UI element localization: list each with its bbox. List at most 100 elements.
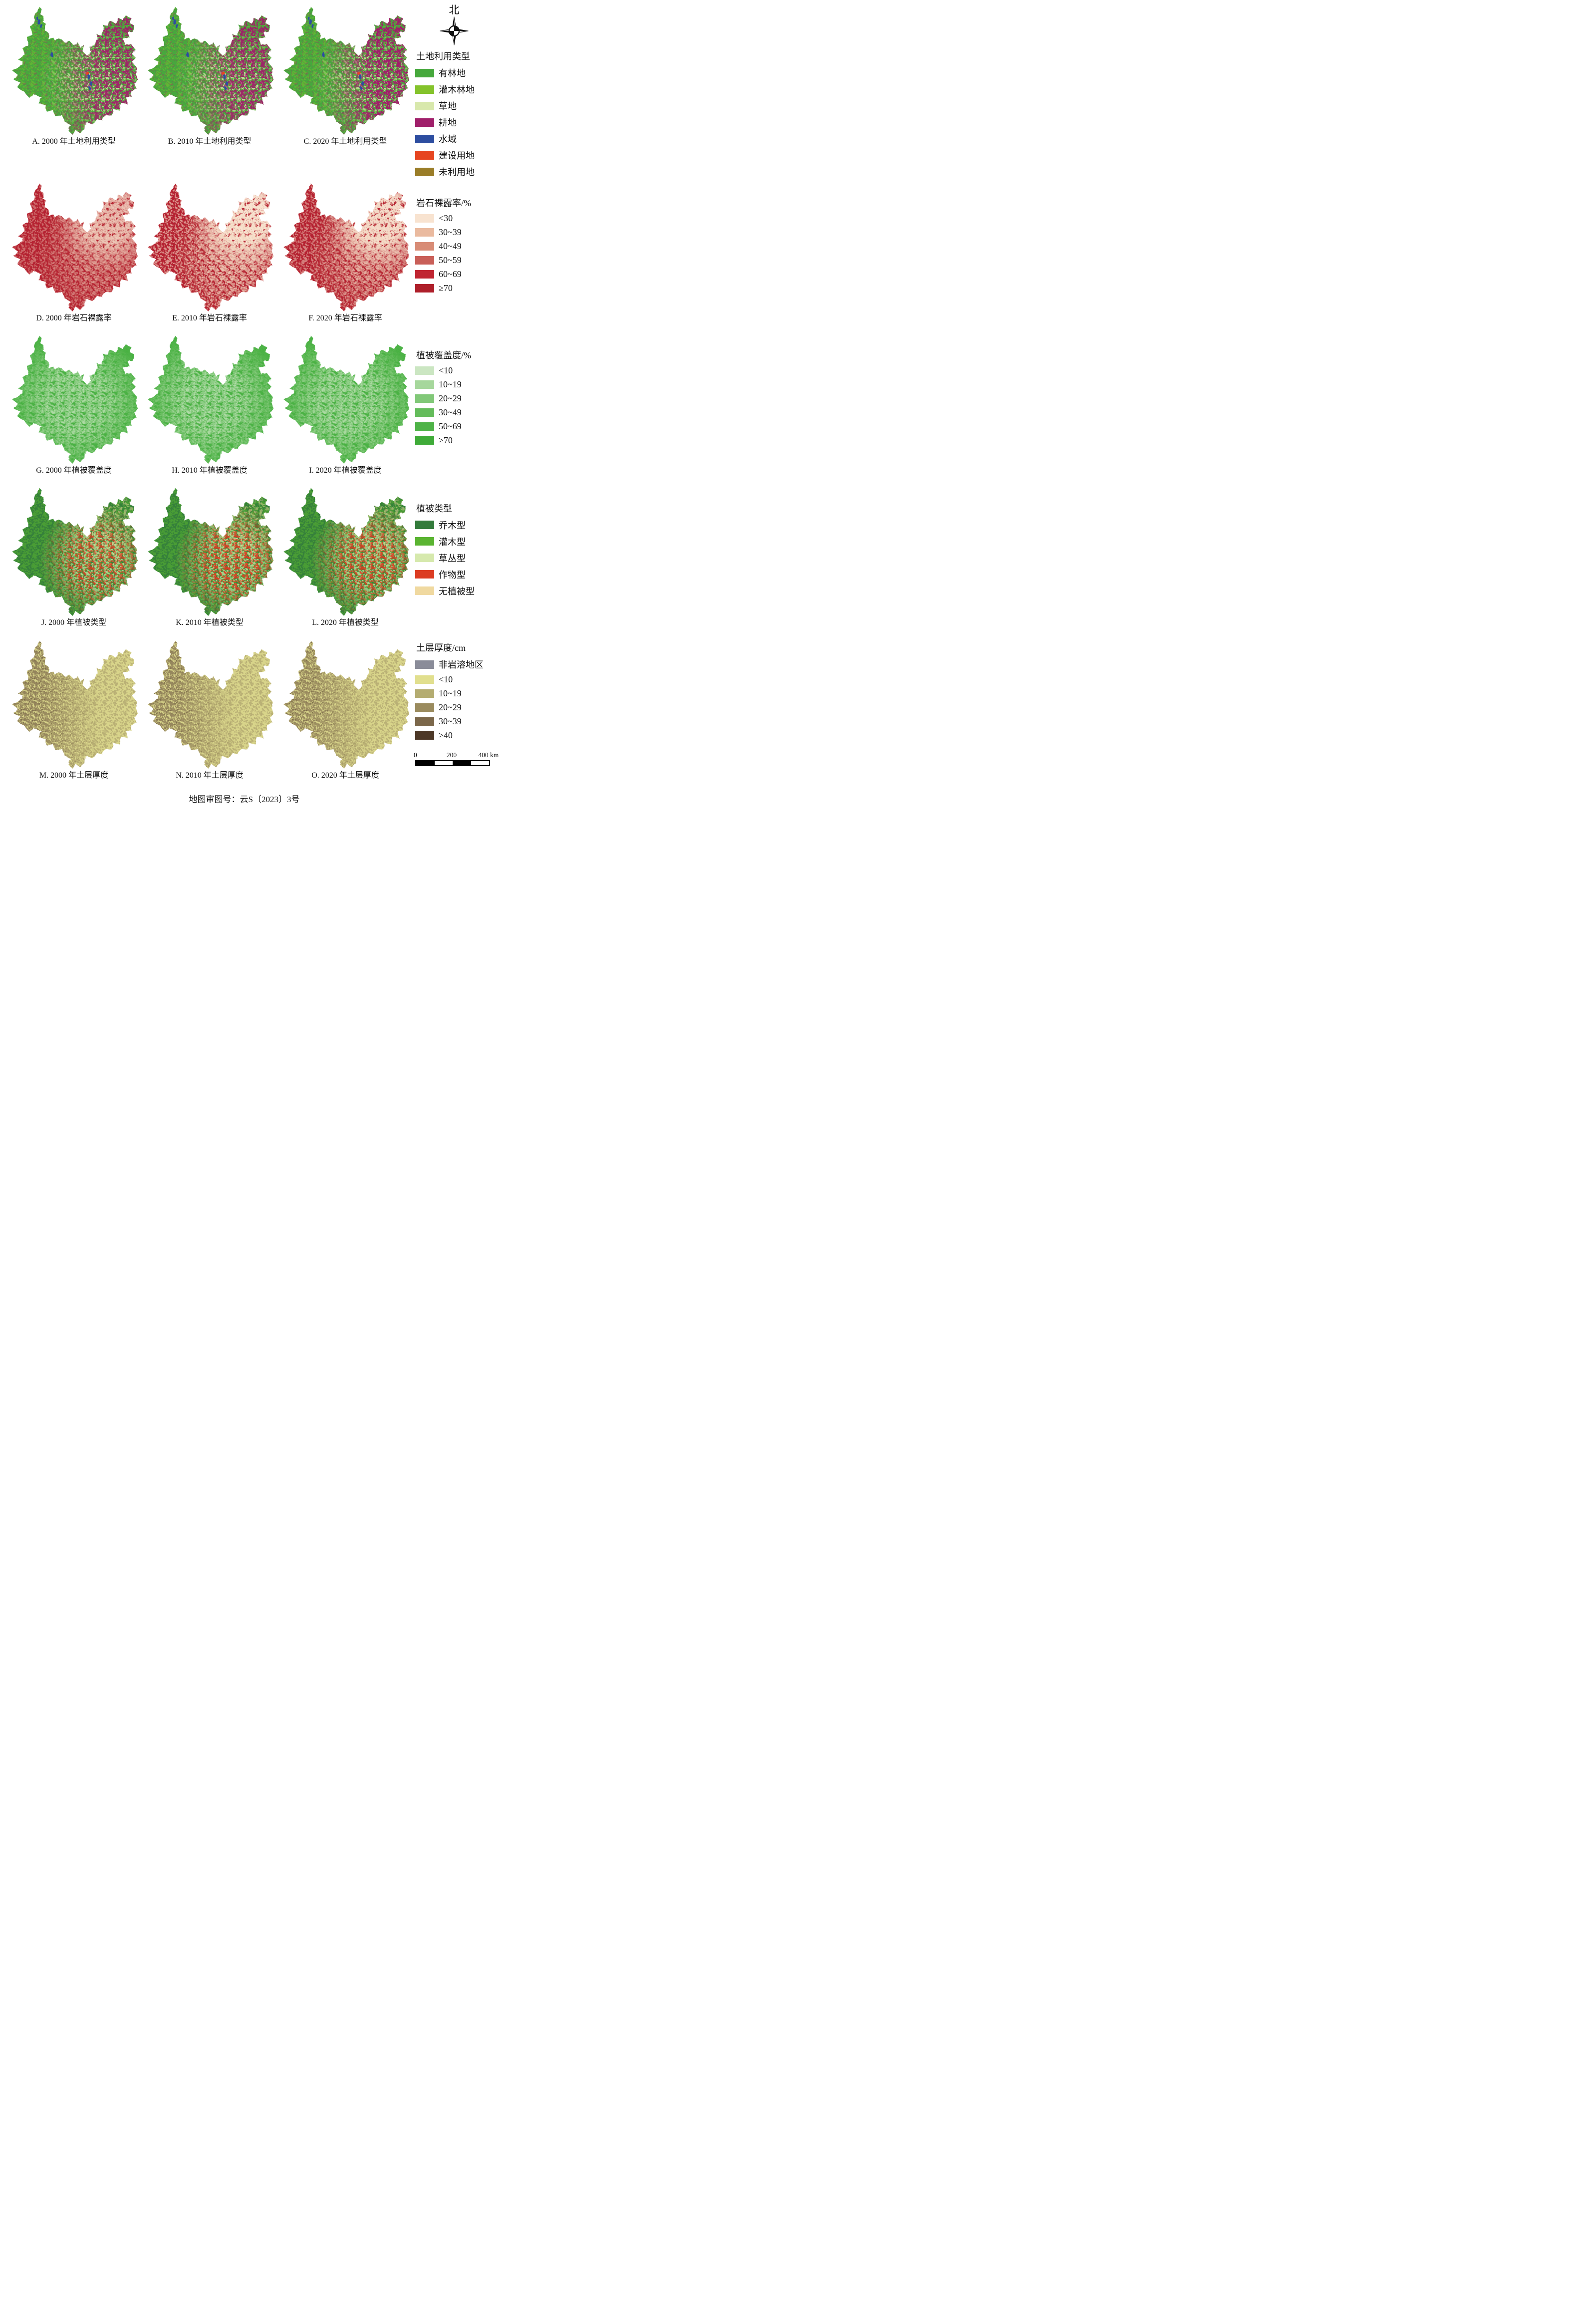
legend-swatch — [415, 85, 434, 94]
row-land-use: A. 2000 年土地利用类型 B. 2010 年土地利用类型 C. 2020 … — [6, 5, 524, 182]
legend-swatch — [415, 284, 434, 292]
legend-swatch — [415, 586, 434, 595]
legend-swatch — [415, 68, 434, 77]
legend-item: 草丛型 — [415, 552, 511, 565]
legend-swatch — [415, 689, 434, 698]
legend-item: 10~19 — [415, 379, 511, 390]
legend-title: 植被覆盖度/% — [416, 350, 471, 361]
legend-label: 50~69 — [439, 421, 462, 432]
legend-item: ≥70 — [415, 283, 511, 293]
legend-label: 30~49 — [439, 407, 462, 418]
legend-rock-exposure: 岩石裸露率/% <30 30~39 40~49 50~59 60~69 ≥70 — [413, 182, 511, 311]
legend-item: 乔木型 — [415, 519, 511, 532]
map-vegtype-2020 — [283, 487, 409, 616]
map-caption: N. 2010 年土层厚度 — [176, 771, 244, 780]
legend-label: 有林地 — [439, 68, 466, 78]
legend-label: 10~19 — [439, 379, 462, 390]
scale-tick-label: 200 — [446, 751, 457, 759]
map-cell-soil-2020: O. 2020 年土层厚度 — [277, 639, 413, 791]
map-caption: O. 2020 年土层厚度 — [311, 771, 379, 780]
legend-swatch — [415, 521, 434, 530]
legend-title: 土地利用类型 — [416, 51, 470, 61]
legend-item: 30~39 — [415, 716, 511, 727]
legend-title: 土层厚度/cm — [416, 643, 466, 653]
legend-swatch — [415, 270, 434, 279]
legend-swatch — [415, 570, 434, 579]
legend-item: <30 — [415, 213, 511, 224]
legend-block: 植被覆盖度/% <10 10~19 20~29 30~49 50~69 ≥70 — [415, 348, 511, 449]
legend-land-use: 北 — [413, 5, 511, 182]
legend-item: 30~39 — [415, 227, 511, 238]
map-caption: E. 2010 年岩石裸露率 — [172, 314, 247, 322]
legend-item: ≥40 — [415, 730, 511, 741]
legend-label: 乔木型 — [439, 520, 466, 531]
legend-item: <10 — [415, 674, 511, 685]
legend-item: 50~69 — [415, 421, 511, 432]
karst-maps-figure: A. 2000 年土地利用类型 B. 2010 年土地利用类型 C. 2020 … — [0, 0, 524, 808]
legend-item: 20~29 — [415, 702, 511, 713]
map-vegtype-2000 — [11, 487, 138, 616]
legend-item: 无植被型 — [415, 584, 511, 597]
map-cell-soil-2010: N. 2010 年土层厚度 — [142, 639, 277, 791]
map-rock-2000 — [11, 183, 138, 311]
map-caption: K. 2010 年植被类型 — [176, 618, 244, 627]
legend-item: 10~19 — [415, 688, 511, 699]
legend-item: 30~49 — [415, 407, 511, 418]
map-approval-number: 地图审图号：云S〔2023〕3号 — [189, 794, 300, 804]
legend-swatch — [415, 554, 434, 563]
map-cell-vegtype-2010: K. 2010 年植被类型 — [142, 486, 277, 638]
legend-label: 无植被型 — [439, 586, 475, 596]
legend-title: 植被类型 — [416, 503, 452, 514]
legend-swatch — [415, 436, 434, 445]
legend-swatch — [415, 380, 434, 389]
legend-label: 60~69 — [439, 269, 462, 279]
legend-swatch — [415, 256, 434, 265]
north-arrow-icon — [440, 16, 469, 45]
map-vegtype-2010 — [147, 487, 273, 616]
legend-swatch — [415, 675, 434, 684]
map-land-use-2010 — [147, 6, 273, 135]
scale-bar-segments — [415, 760, 490, 767]
legend-swatch — [415, 537, 434, 546]
scale-tick-label: 400 km — [478, 751, 499, 759]
legend-swatch — [415, 167, 434, 176]
legend-item: 灌木林地 — [415, 83, 511, 96]
legend-title: 岩石裸露率/% — [416, 198, 471, 208]
legend-block: 土地利用类型 有林地 灌木林地 草地 耕地 水域 建设用地 未利用地 — [415, 49, 511, 182]
legend-label: 草地 — [439, 101, 457, 111]
legend-item: 灌木型 — [415, 535, 511, 548]
legend-swatch — [415, 660, 434, 669]
scale-bar: 0 200 400 km — [414, 751, 511, 767]
legend-swatch — [415, 366, 434, 375]
map-rock-2010 — [147, 183, 273, 311]
legend-label: 30~39 — [439, 227, 462, 237]
map-caption: I. 2020 年植被覆盖度 — [309, 466, 382, 475]
legend-item: 耕地 — [415, 116, 511, 129]
legend-item: <10 — [415, 365, 511, 376]
legend-item: 作物型 — [415, 568, 511, 581]
legend-item: 60~69 — [415, 269, 511, 280]
map-caption: J. 2000 年植被类型 — [41, 618, 107, 627]
map-soil-2020 — [283, 640, 409, 769]
legend-swatch — [415, 242, 434, 251]
map-caption: D. 2000 年岩石裸露率 — [36, 314, 112, 322]
map-cell-vegtype-2020: L. 2020 年植被类型 — [277, 486, 413, 638]
map-cell-rock-2010: E. 2010 年岩石裸露率 — [142, 182, 277, 334]
legend-swatch — [415, 394, 434, 403]
map-caption: L. 2020 年植被类型 — [312, 618, 379, 627]
legend-label: 灌木林地 — [439, 85, 475, 95]
legend-item: 20~29 — [415, 393, 511, 404]
legend-label: 灌木型 — [439, 537, 466, 547]
legend-label: 作物型 — [439, 570, 466, 580]
legend-label: 未利用地 — [439, 167, 475, 177]
legend-soil-thickness: 土层厚度/cm 非岩溶地区 <10 10~19 20~29 30~39 ≥40 0 200… — [413, 639, 511, 769]
map-caption: F. 2020 年岩石裸露率 — [308, 314, 382, 322]
legend-block: 土层厚度/cm 非岩溶地区 <10 10~19 20~29 30~39 ≥40 — [415, 641, 511, 744]
row-veg-type: J. 2000 年植被类型 K. 2010 年植被类型 L. 2020 年植被类… — [6, 486, 524, 638]
map-caption: M. 2000 年土层厚度 — [39, 771, 109, 780]
legend-label: 10~19 — [439, 688, 462, 699]
map-vegcov-2020 — [283, 335, 409, 464]
legend-label: 水域 — [439, 134, 457, 144]
legend-item: 非岩溶地区 — [415, 658, 511, 671]
legend-label: 40~49 — [439, 241, 462, 251]
